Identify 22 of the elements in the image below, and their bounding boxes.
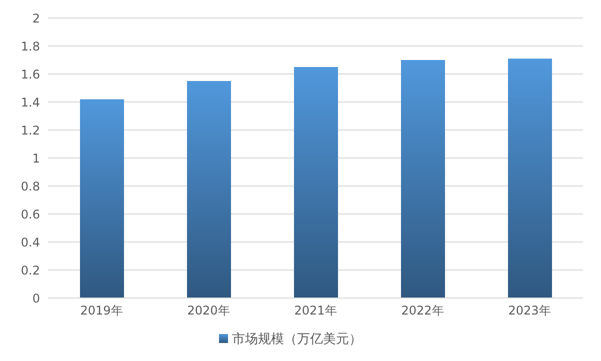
y-tick-label: 0 [32, 291, 40, 306]
y-tick-label: 0.4 [20, 235, 40, 250]
x-tick-label: 2022年 [401, 304, 444, 318]
x-tick-label: 2021年 [294, 304, 337, 318]
y-tick-label: 1.4 [20, 95, 40, 110]
x-tick-label: 2020年 [187, 304, 230, 318]
legend-label: 市场规模（万亿美元） [232, 332, 362, 347]
x-tick-label: 2019年 [80, 304, 123, 318]
x-tick-label: 2023年 [508, 304, 551, 318]
bar [294, 67, 338, 298]
bar [187, 81, 231, 298]
bar [80, 99, 124, 298]
y-tick-label: 0.2 [20, 263, 40, 278]
y-tick-label: 1.6 [20, 67, 40, 82]
bar [401, 60, 445, 298]
bar [508, 58, 552, 298]
y-tick-label: 1.2 [20, 123, 40, 138]
y-tick-label: 1 [32, 151, 40, 166]
y-tick-label: 1.8 [20, 39, 40, 54]
y-tick-label: 0.6 [20, 207, 40, 222]
y-tick-label: 0.8 [20, 179, 40, 194]
y-tick-label: 2 [32, 11, 40, 26]
